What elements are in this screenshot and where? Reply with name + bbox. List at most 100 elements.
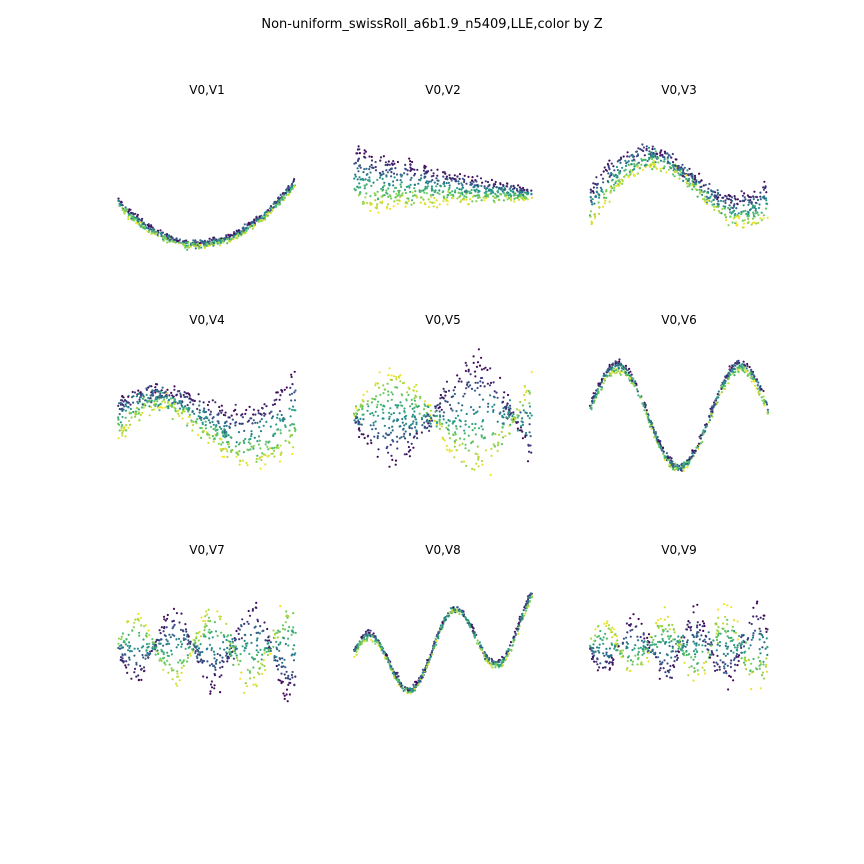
scatter-point (514, 632, 517, 635)
scatter-point (213, 653, 216, 656)
scatter-point (269, 209, 272, 212)
scatter-point (223, 425, 226, 428)
scatter-point (676, 167, 680, 170)
scatter-point (143, 669, 146, 672)
scatter-point (243, 649, 246, 652)
scatter-point (260, 215, 263, 218)
scatter-point (125, 405, 128, 408)
scatter-point (124, 207, 127, 211)
scatter-point (671, 152, 674, 156)
scatter-point (728, 195, 732, 198)
scatter-point (132, 217, 136, 220)
scatter-point (530, 196, 534, 199)
scatter-point (145, 649, 148, 652)
scatter-point (239, 677, 242, 680)
scatter-point (529, 435, 532, 438)
scatter-point (613, 189, 616, 192)
scatter-point (355, 420, 358, 423)
scatter-point (120, 407, 124, 410)
scatter-point (475, 180, 478, 183)
scatter-point (391, 425, 394, 428)
scatter-point (712, 205, 715, 208)
panel-title: V0,V8 (425, 543, 461, 557)
scatter-point (427, 180, 431, 183)
scatter-point (260, 672, 263, 676)
scatter-point (186, 248, 189, 251)
scatter-point (426, 171, 429, 174)
scatter-point (139, 224, 142, 227)
scatter-point (653, 431, 656, 434)
scatter-point (480, 199, 483, 202)
scatter-point (191, 429, 194, 432)
scatter-point (253, 221, 256, 224)
scatter-point (186, 660, 189, 663)
scatter-point (515, 187, 519, 191)
scatter-point (530, 414, 533, 417)
scatter-point (278, 197, 281, 200)
scatter-point (232, 238, 235, 241)
scatter-point (407, 199, 410, 202)
scatter-point (592, 190, 595, 193)
scatter-point (118, 402, 121, 405)
scatter-point (119, 421, 122, 424)
scatter-point (385, 205, 389, 208)
scatter-point (442, 200, 445, 203)
scatter-point (279, 429, 282, 432)
scatter-point (198, 409, 201, 412)
scatter-point (456, 197, 459, 200)
scatter-point (472, 355, 475, 358)
scatter-point (406, 440, 410, 444)
scatter-point (210, 648, 213, 652)
scatter-point (365, 183, 368, 186)
scatter-point (163, 627, 166, 630)
scatter-point (248, 652, 251, 656)
scatter-point (733, 195, 736, 198)
scatter-point (139, 391, 142, 394)
scatter-point (370, 441, 373, 445)
scatter-point (283, 697, 286, 701)
scatter-point (267, 448, 270, 451)
scatter-point (142, 395, 145, 398)
scatter-point (374, 206, 377, 209)
scatter-point (707, 191, 710, 194)
scatter-point (455, 425, 458, 428)
scatter-point (263, 414, 266, 417)
scatter-point (475, 188, 478, 191)
scatter-point (647, 146, 651, 149)
scatter-point (376, 436, 379, 440)
scatter-point (720, 212, 723, 215)
scatter-point (357, 642, 360, 646)
scatter-point (416, 168, 419, 171)
scatter-point (589, 191, 592, 194)
scatter-point (162, 391, 165, 394)
scatter-point (643, 409, 646, 412)
scatter-point (164, 619, 167, 622)
scatter-point (119, 656, 123, 659)
scatter-point (256, 671, 260, 674)
scatter-point (501, 190, 504, 193)
scatter-point (512, 413, 515, 416)
scatter-point (523, 191, 526, 194)
scatter-point (648, 164, 651, 167)
scatter-point (192, 420, 195, 423)
scatter-point (151, 638, 154, 641)
scatter-point (487, 189, 490, 192)
scatter-point (442, 418, 445, 421)
scatter-point (595, 389, 598, 392)
scatter-point (118, 204, 121, 207)
scatter-point (356, 152, 359, 155)
scatter-point (378, 171, 381, 175)
scatter-point (759, 195, 762, 198)
scatter-point (121, 646, 125, 649)
scatter-point (166, 392, 169, 395)
scatter-point (281, 657, 284, 660)
scatter-point (134, 618, 137, 621)
scatter-point (494, 180, 497, 184)
scatter-point (179, 392, 182, 395)
scatter-point (214, 660, 217, 663)
scatter-point (716, 392, 719, 396)
scatter-point (357, 420, 360, 423)
scatter-point (439, 397, 442, 400)
scatter-point (366, 400, 369, 403)
scatter-point (505, 193, 508, 196)
